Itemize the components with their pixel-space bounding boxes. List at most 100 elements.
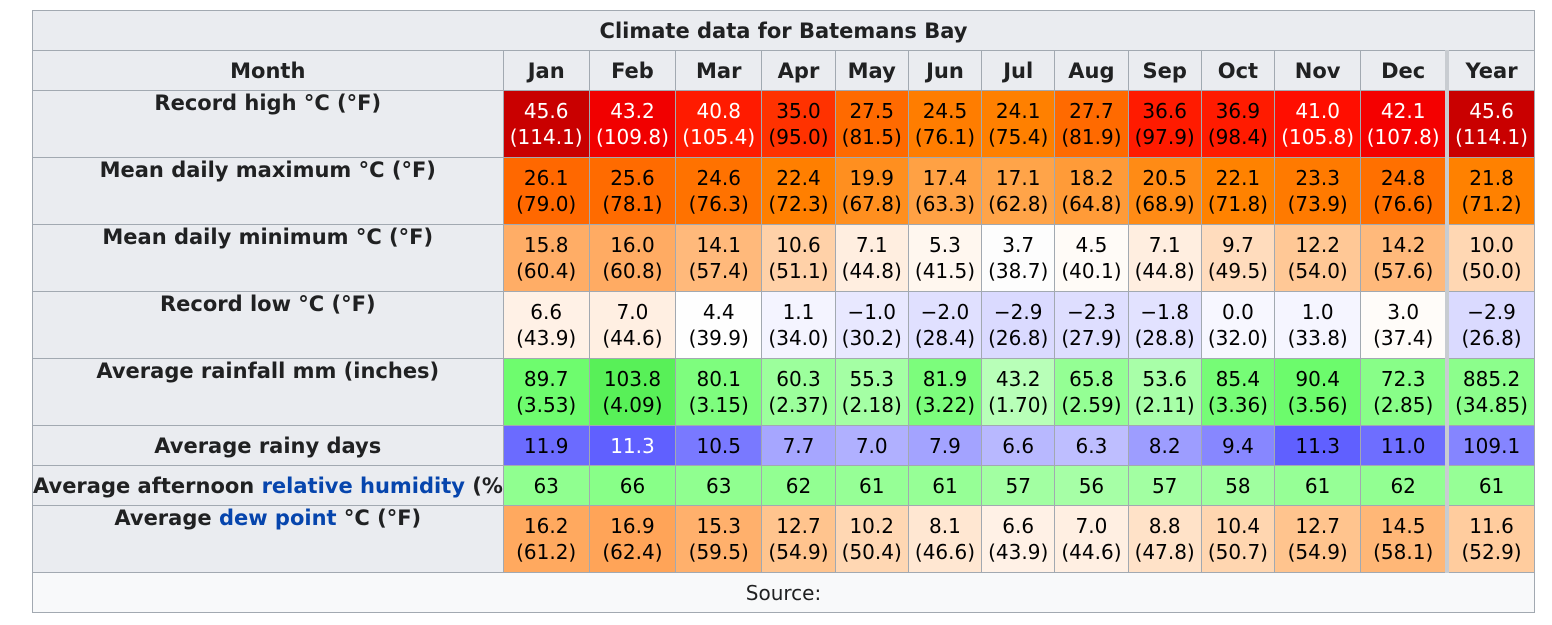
value-secondary: (105.4) xyxy=(682,125,756,149)
value-cell: 56 xyxy=(1054,465,1129,506)
year-value-cell: 21.8 (71.2) xyxy=(1445,157,1536,225)
value-cell: −2.0 (28.4) xyxy=(907,291,983,359)
value-secondary: (60.4) xyxy=(516,259,577,283)
value-cell: 81.9 (3.22) xyxy=(907,358,983,426)
value-cell: 8.1 (46.6) xyxy=(907,505,983,573)
value-cell: 43.2 (109.8) xyxy=(588,90,677,158)
value-cell: 6.6 (43.9) xyxy=(502,291,590,359)
value-cell: 6.3 xyxy=(1054,425,1129,466)
value-cell: 7.0 (44.6) xyxy=(588,291,677,359)
value-primary: 10.5 xyxy=(696,433,741,458)
value-cell: 6.6 xyxy=(981,425,1056,466)
value-secondary: (57.4) xyxy=(688,259,749,283)
value-cell: 90.4 (3.56) xyxy=(1274,358,1362,426)
value-primary: 56 xyxy=(1078,473,1105,498)
value-cell: 1.0 (33.8) xyxy=(1274,291,1362,359)
value-primary: 45.6 xyxy=(1469,99,1514,123)
year-value-cell: −2.9 (26.8) xyxy=(1445,291,1536,359)
value-secondary: (68.9) xyxy=(1134,192,1195,216)
month-header: Jan xyxy=(502,50,590,91)
value-primary: 7.9 xyxy=(929,433,961,458)
value-primary: −1.8 xyxy=(1140,300,1189,324)
value-cell: 19.9 (67.8) xyxy=(834,157,909,225)
value-cell: 3.0 (37.4) xyxy=(1360,291,1448,359)
table-row: Average rainfall mm (inches) 89.7 (3.53) 10… xyxy=(32,358,1536,426)
value-secondary: (50.0) xyxy=(1461,259,1522,283)
value-secondary: (49.5) xyxy=(1207,259,1268,283)
value-primary: 80.1 xyxy=(696,367,741,391)
value-primary: 8.1 xyxy=(929,514,961,538)
value-primary: 55.3 xyxy=(849,367,894,391)
value-secondary: (58.1) xyxy=(1373,540,1434,564)
value-primary: 62 xyxy=(1390,473,1416,498)
value-primary: 6.6 xyxy=(1002,433,1035,458)
value-cell: 61 xyxy=(907,465,983,506)
value-secondary: (73.9) xyxy=(1287,192,1348,216)
value-cell: 4.5 (40.1) xyxy=(1054,224,1129,292)
value-secondary: (28.4) xyxy=(914,326,976,350)
value-cell: 1.1 (34.0) xyxy=(761,291,836,359)
month-header: Sep xyxy=(1127,50,1202,91)
value-primary: −2.9 xyxy=(1467,300,1516,324)
value-secondary: (2.37) xyxy=(768,393,829,417)
value-cell: 65.8 (2.59) xyxy=(1054,358,1129,426)
value-primary: 45.6 xyxy=(523,99,569,123)
value-primary: 72.3 xyxy=(1380,367,1426,391)
row-label: Mean daily minimum °C (°F) xyxy=(32,224,504,292)
value-cell: 20.5 (68.9) xyxy=(1127,157,1202,225)
value-secondary: (54.9) xyxy=(1287,540,1348,564)
value-cell: 15.8 (60.4) xyxy=(502,224,590,292)
value-primary: 43.2 xyxy=(610,99,655,123)
value-primary: 15.8 xyxy=(523,233,569,257)
table-row: Mean daily minimum °C (°F) 15.8 (60.4) 16.0… xyxy=(32,224,1536,292)
value-secondary: (50.7) xyxy=(1207,540,1268,564)
value-cell: 62 xyxy=(1360,465,1448,506)
value-primary: 62 xyxy=(785,473,812,498)
value-secondary: (107.8) xyxy=(1366,125,1440,149)
value-primary: 20.5 xyxy=(1142,166,1187,190)
value-primary: 11.3 xyxy=(1295,433,1340,458)
value-secondary: (98.4) xyxy=(1207,125,1268,149)
value-primary: 15.3 xyxy=(696,514,741,538)
row-label-link[interactable]: dew point xyxy=(218,506,337,531)
value-cell: 4.4 (39.9) xyxy=(675,291,763,359)
value-primary: −2.9 xyxy=(993,300,1043,324)
value-cell: 57 xyxy=(981,465,1056,506)
value-primary: 22.4 xyxy=(776,166,821,190)
value-secondary: (54.0) xyxy=(1287,259,1348,283)
value-primary: 6.6 xyxy=(530,300,563,324)
row-label: Average dew point °C (°F) xyxy=(32,505,504,573)
value-cell: 16.0 (60.8) xyxy=(588,224,677,292)
value-cell: 35.0 (95.0) xyxy=(761,90,836,158)
value-cell: 14.5 (58.1) xyxy=(1360,505,1448,573)
value-cell: −1.0 (30.2) xyxy=(834,291,909,359)
value-primary: 11.0 xyxy=(1380,433,1426,458)
value-secondary: (4.09) xyxy=(602,393,663,417)
value-cell: 7.9 xyxy=(907,425,983,466)
value-primary: 22.1 xyxy=(1215,166,1261,190)
value-primary: 41.0 xyxy=(1295,99,1340,123)
row-label-link[interactable]: relative humidity xyxy=(261,473,465,498)
value-cell: 12.2 (54.0) xyxy=(1274,224,1362,292)
value-secondary: (32.0) xyxy=(1207,326,1268,350)
value-cell: 36.9 (98.4) xyxy=(1200,90,1276,158)
value-secondary: (63.3) xyxy=(914,192,976,216)
value-cell: 41.0 (105.8) xyxy=(1274,90,1362,158)
value-cell: 62 xyxy=(761,465,836,506)
value-secondary: (3.36) xyxy=(1207,393,1268,417)
value-primary: 4.4 xyxy=(702,300,735,324)
value-cell: 66 xyxy=(588,465,677,506)
value-primary: 109.1 xyxy=(1462,433,1521,458)
value-primary: 90.4 xyxy=(1295,367,1340,391)
value-primary: 10.6 xyxy=(776,233,821,257)
table-body: Record high °C (°F) 45.6 (114.1) 43.2 (109.8… xyxy=(32,90,1536,573)
value-secondary: (81.9) xyxy=(1061,125,1122,149)
value-primary: 7.0 xyxy=(855,433,888,458)
month-column-header: Month xyxy=(32,50,504,91)
value-cell: 5.3 (41.5) xyxy=(907,224,983,292)
value-secondary: (71.8) xyxy=(1207,192,1268,216)
value-secondary: (114.1) xyxy=(1455,125,1528,149)
value-secondary: (3.56) xyxy=(1287,393,1348,417)
value-cell: 14.1 (57.4) xyxy=(675,224,763,292)
value-primary: 12.2 xyxy=(1295,233,1340,257)
